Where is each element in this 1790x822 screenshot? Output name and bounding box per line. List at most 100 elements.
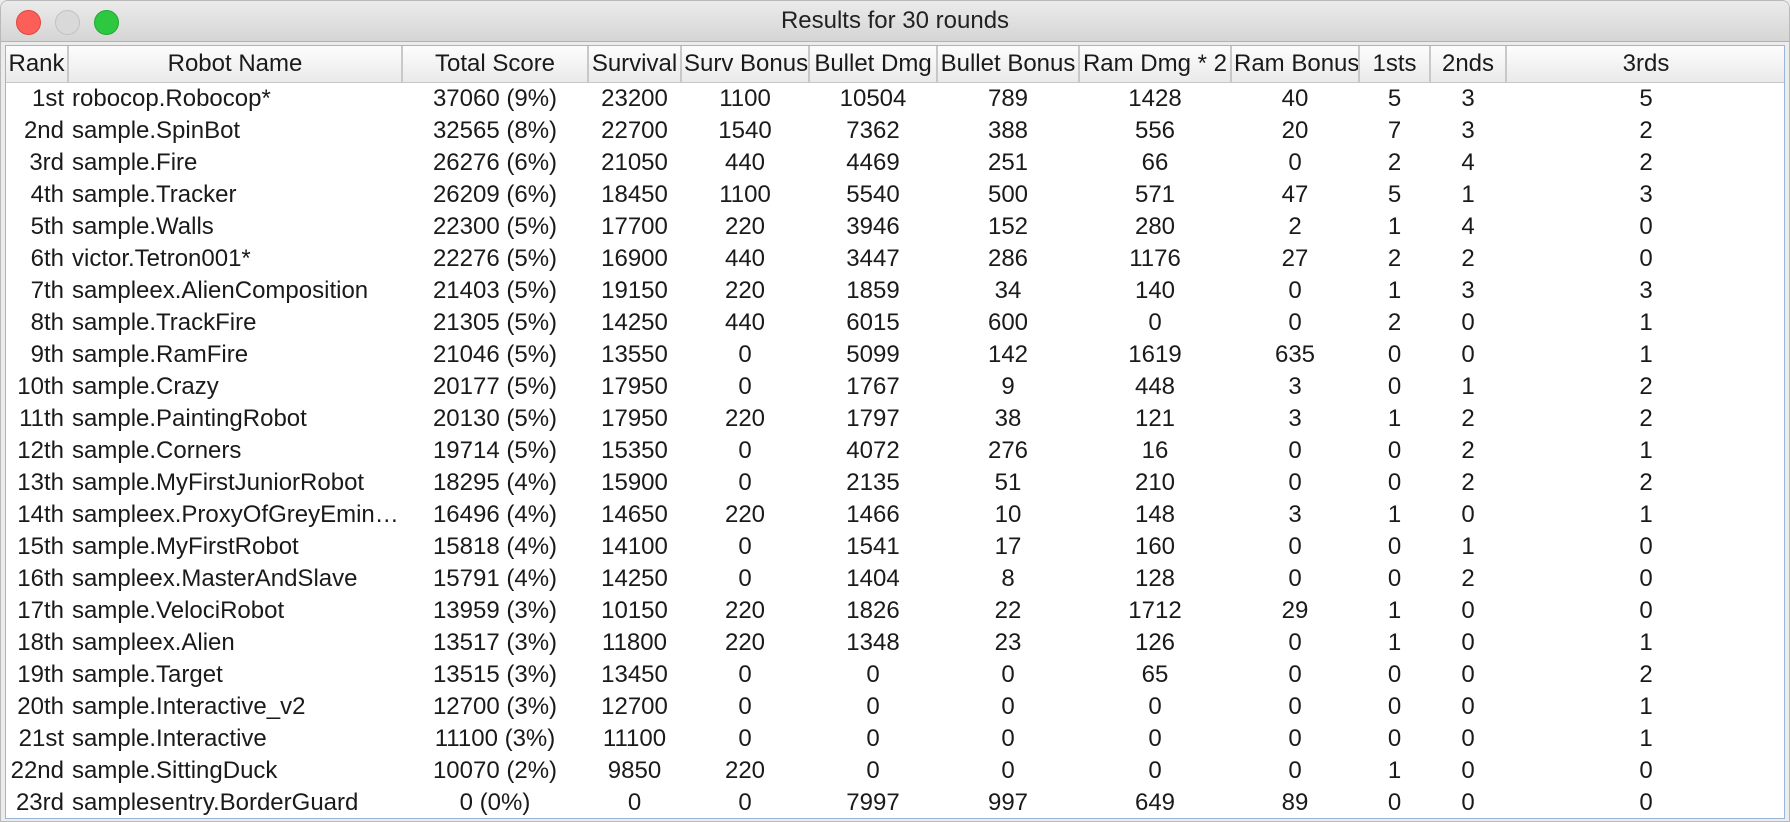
table-row[interactable]: 21st sample.Interactive 11100 (3%) 11100 0 0 0… — [6, 723, 1784, 755]
table-row[interactable]: 23rd samplesentry.BorderGuard 0 (0%) 0 0 7997… — [6, 787, 1784, 818]
table-row[interactable]: 17th sample.VelociRobot 13959 (3%) 10150 220… — [6, 595, 1784, 627]
table-cell: 66 — [1141, 149, 1169, 176]
table-row[interactable]: 1st robocop.Robocop* 37060 (9%) 23200 1100 10… — [6, 83, 1784, 116]
table-cell: 3946 — [846, 213, 900, 240]
table-cell: 2 — [1387, 309, 1402, 336]
table-cell: 1 — [1639, 341, 1653, 368]
table-body: 1st robocop.Robocop* 37060 (9%) 23200 1100 10… — [6, 83, 1784, 819]
zoom-button[interactable] — [94, 10, 119, 35]
table-cell: 0 — [1639, 245, 1653, 272]
table-cell: 140 — [1134, 277, 1176, 304]
table-cell: 11800 — [602, 629, 667, 656]
column-header[interactable]: Total Score — [402, 46, 589, 83]
table-cell: 600 — [987, 309, 1029, 336]
table-cell: 0 — [1387, 725, 1402, 752]
table-cell: 635 — [1274, 341, 1316, 368]
column-header[interactable]: 3rds — [1506, 46, 1784, 83]
table-cell: 1 — [1639, 693, 1653, 720]
table-cell: 0 — [1288, 629, 1302, 656]
table-row[interactable]: 10th sample.Crazy 20177 (5%) 17950 0 1767 9 448… — [6, 371, 1784, 403]
table-cell: 649 — [1134, 789, 1176, 816]
column-header[interactable]: 1sts — [1359, 46, 1431, 83]
table-cell: 10150 — [601, 597, 668, 624]
table-cell: 7362 — [846, 117, 900, 144]
table-cell: 0 — [738, 725, 752, 752]
table-cell: 1712 — [1128, 597, 1182, 624]
table-cell: 1767 — [846, 373, 900, 400]
column-header[interactable]: Surv Bonus — [681, 46, 810, 83]
table-cell: 89 — [1281, 789, 1309, 816]
robot-name-cell: sample.Walls — [72, 213, 214, 240]
table-row[interactable]: 20th sample.Interactive_v2 12700 (3%) 12700… — [6, 691, 1784, 723]
table-row[interactable]: 15th sample.MyFirstRobot 15818 (4%) 14100 0 1… — [6, 531, 1784, 563]
table-row[interactable]: 16th sampleex.MasterAndSlave 15791 (4%) 142… — [6, 563, 1784, 595]
table-cell: 1 — [1387, 213, 1402, 240]
column-header[interactable]: Robot Name — [68, 46, 403, 83]
table-cell: 21046 (5%) — [432, 341, 558, 368]
table-cell: 0 — [738, 341, 752, 368]
table-cell: 2 — [1387, 245, 1402, 272]
table-cell: 4 — [1461, 149, 1475, 176]
table-cell: 2 — [1639, 117, 1653, 144]
robot-name-cell: sample.SpinBot — [72, 117, 241, 144]
table-cell: 0 — [1639, 533, 1653, 560]
robot-name-cell: sample.Target — [72, 661, 223, 688]
column-header[interactable]: 2nds — [1430, 46, 1507, 83]
table-cell: 1 — [1639, 501, 1653, 528]
table-cell: 47 — [1281, 181, 1309, 208]
table-cell: 1 — [1461, 373, 1475, 400]
table-cell: 3447 — [846, 245, 900, 272]
table-cell: 0 — [738, 533, 752, 560]
table-row[interactable]: 9th sample.RamFire 21046 (5%) 13550 0 5099 142… — [6, 339, 1784, 371]
table-cell: 1176 — [1129, 245, 1181, 272]
table-cell: 2 — [1639, 469, 1653, 496]
table-cell: 0 — [1288, 437, 1302, 464]
table-row[interactable]: 8th sample.TrackFire 21305 (5%) 14250 440 601… — [6, 307, 1784, 339]
table-row[interactable]: 5th sample.Walls 22300 (5%) 17700 220 3946 152… — [6, 211, 1784, 243]
column-header[interactable]: Ram Dmg * 2 — [1079, 46, 1232, 83]
table-row[interactable]: 18th sampleex.Alien 13517 (3%) 11800 220 1348… — [6, 627, 1784, 659]
close-button[interactable] — [16, 10, 41, 35]
table-cell: 0 — [1387, 437, 1402, 464]
table-cell: 23 — [994, 629, 1022, 656]
table-cell: 0 — [1387, 789, 1402, 816]
table-cell: 11100 — [602, 725, 667, 752]
table-cell: 220 — [724, 501, 766, 528]
robot-name-cell: sample.Corners — [72, 437, 242, 464]
table-row[interactable]: 4th sample.Tracker 26209 (6%) 18450 1100 5540… — [6, 179, 1784, 211]
title-bar[interactable]: Results for 30 rounds — [1, 1, 1789, 42]
table-cell: 3 — [1461, 85, 1475, 112]
table-row[interactable]: 14th sampleex.ProxyOfGreyEminen... 16496 (… — [6, 499, 1784, 531]
column-header[interactable]: Bullet Bonus — [937, 46, 1080, 83]
table-cell: 3 — [1288, 501, 1302, 528]
table-cell: 16900 — [601, 245, 668, 272]
robot-name-cell: sample.TrackFire — [72, 309, 257, 336]
column-header[interactable]: Ram Bonus — [1231, 46, 1360, 83]
table-cell: 0 — [1461, 757, 1475, 784]
results-table-container[interactable]: Rank Robot Name Total Score Survival Surv Bo… — [5, 45, 1785, 819]
table-row[interactable]: 22nd sample.SittingDuck 10070 (2%) 9850 220 0… — [6, 755, 1784, 787]
table-row[interactable]: 6th victor.Tetron001* 22276 (5%) 16900 440 34… — [6, 243, 1784, 275]
table-row[interactable]: 11th sample.PaintingRobot 20130 (5%) 17950 2… — [6, 403, 1784, 435]
table-cell: 5 — [1639, 85, 1653, 112]
table-row[interactable]: 12th sample.Corners 19714 (5%) 15350 0 4072 27… — [6, 435, 1784, 467]
table-cell: 0 — [1461, 597, 1475, 624]
table-cell: 1 — [1387, 277, 1402, 304]
table-row[interactable]: 19th sample.Target 13515 (3%) 13450 0 0 0 65 0 0 0… — [6, 659, 1784, 691]
table-row[interactable]: 7th sampleex.AlienComposition 21403 (5%) 19… — [6, 275, 1784, 307]
table-cell: 0 — [1288, 725, 1302, 752]
table-row[interactable]: 2nd sample.SpinBot 32565 (8%) 22700 1540 7362… — [6, 115, 1784, 147]
column-header[interactable]: Survival — [588, 46, 682, 83]
column-header[interactable]: Bullet Dmg — [809, 46, 938, 83]
table-cell: 0 — [1288, 309, 1302, 336]
table-cell: 22300 (5%) — [432, 213, 558, 240]
table-cell: 251 — [987, 149, 1029, 176]
table-row[interactable]: 3rd sample.Fire 26276 (6%) 21050 440 4469 251 6… — [6, 147, 1784, 179]
table-cell: 21050 — [601, 149, 668, 176]
minimize-button[interactable] — [55, 10, 80, 35]
table-cell: 0 — [1001, 661, 1015, 688]
column-header[interactable]: Rank — [6, 46, 69, 83]
table-cell: 3 — [1288, 405, 1302, 432]
table-row[interactable]: 13th sample.MyFirstJuniorRobot 18295 (4%) 1… — [6, 467, 1784, 499]
table-cell: 0 — [738, 789, 752, 816]
